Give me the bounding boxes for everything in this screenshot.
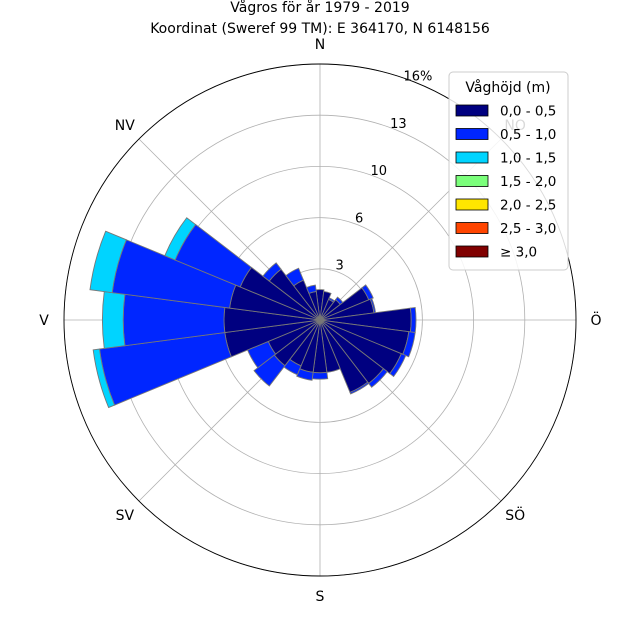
legend-label-5: 2,5 - 3,0: [500, 221, 556, 237]
legend-label-0: 0,0 - 0,5: [500, 104, 556, 120]
radial-tick-label-3: 13: [390, 117, 407, 132]
bar-dir180-class1: [311, 371, 329, 380]
legend-swatch-3: [455, 175, 489, 187]
bar-dir330-class1: [285, 267, 305, 287]
legend-swatch-4: [455, 198, 489, 211]
direction-label-nv: NV: [115, 118, 135, 134]
legend-title: Våghöjd (m): [465, 79, 550, 96]
bar-dir300-class2: [164, 217, 197, 261]
bar-dir285-class2: [89, 230, 127, 294]
legend-items: 0,0 - 0,5 0,5 - 1,0 1,0 - 1,5 1,5 - 2,0 2,0 …: [455, 104, 556, 261]
bar-dir315-class1: [262, 262, 282, 282]
bar-dir120-class1: [389, 353, 407, 378]
legend-swatch-5: [455, 222, 489, 234]
radial-tick-label-4: 16%: [404, 69, 433, 84]
legend-swatch-0: [455, 104, 489, 117]
legend-swatch-2: [455, 151, 489, 164]
polar-frame: [63, 63, 577, 577]
bar-dir345-class1: [305, 284, 317, 294]
legend-label-1: 0,5 - 1,0: [500, 127, 556, 143]
legend: Våghöjd (m) 0,0 - 0,5 0,5 - 1,0 1,0 - 1,5 1…: [448, 71, 569, 271]
direction-label-so: SÖ: [505, 506, 525, 524]
rose-bars: [89, 217, 417, 409]
legend-swatch-1: [455, 128, 489, 140]
chart-subtitle: Koordinat (Sweref 99 TM): E 364170, N 61…: [150, 21, 490, 37]
bar-dir255-class2: [92, 348, 116, 409]
direction-label-sv: SV: [116, 508, 135, 524]
bar-dir90-class1: [409, 306, 417, 334]
direction-label-n: N: [315, 37, 325, 53]
legend-label-4: 2,0 - 2,5: [500, 198, 556, 214]
bar-dir270-class2: [102, 291, 126, 349]
legend-frame: [448, 71, 569, 271]
radial-tick-label-2: 10: [371, 164, 388, 179]
direction-label-o: Ö: [590, 311, 601, 329]
direction-label-v: V: [39, 313, 49, 329]
legend-label-6: ≥ 3,0: [500, 245, 537, 261]
legend-label-3: 1,5 - 2,0: [500, 174, 556, 190]
chart-title: Vågros för år 1979 - 2019: [230, 0, 409, 16]
radial-tick-label-0: 3: [335, 259, 343, 274]
radial-tick-label-1: 6: [355, 211, 363, 226]
legend-swatch-6: [455, 245, 489, 258]
bar-dir150-class1: [349, 381, 370, 395]
direction-label-s: S: [316, 589, 325, 605]
legend-label-2: 1,0 - 1,5: [500, 151, 556, 167]
